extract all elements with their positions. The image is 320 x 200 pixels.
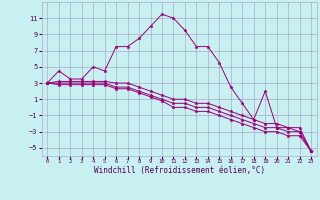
X-axis label: Windchill (Refroidissement éolien,°C): Windchill (Refroidissement éolien,°C): [94, 166, 265, 175]
